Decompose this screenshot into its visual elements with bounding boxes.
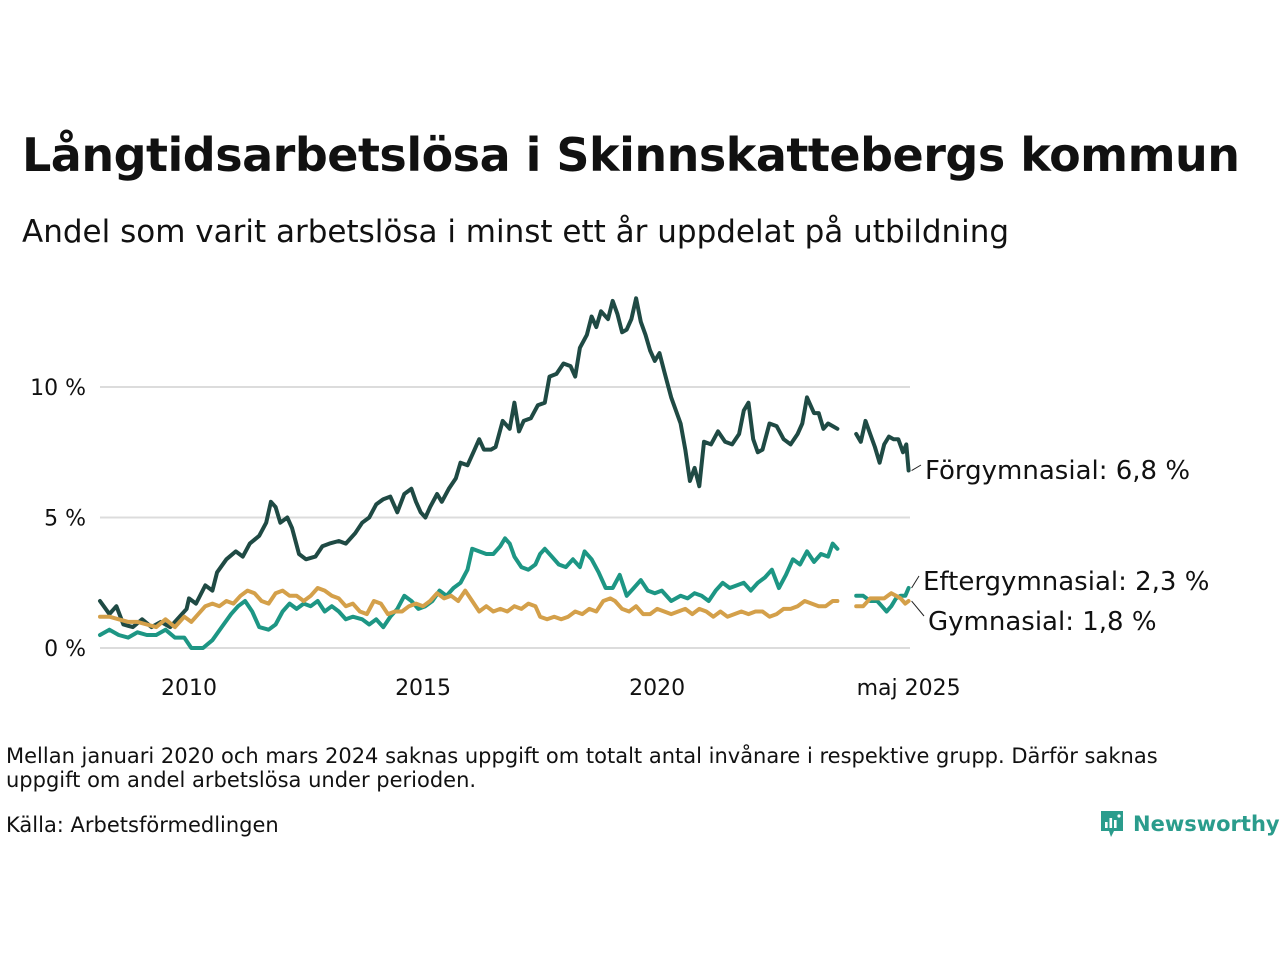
end-label-leader bbox=[911, 575, 920, 589]
series-end-label: Gymnasial: 1,8 % bbox=[928, 607, 1157, 637]
series-line-förgymnasial-0 bbox=[98, 296, 840, 630]
brand-name: Newsworthy bbox=[1133, 812, 1280, 836]
series-line-gymnasial-0 bbox=[98, 586, 840, 630]
x-tick-label: 2010 bbox=[161, 676, 217, 701]
brand-logo: Newsworthy bbox=[1099, 809, 1280, 839]
footnote: Mellan januari 2020 och mars 2024 saknas… bbox=[6, 744, 1158, 792]
y-tick-label: 0 % bbox=[44, 637, 86, 662]
line-chart: 0 % 5 % 10 % 2010 2015 2020 maj 2025 Förgymna… bbox=[30, 296, 1209, 701]
series-line-eftergymnasial-0 bbox=[98, 536, 840, 650]
series-end-labels: Förgymnasial: 6,8 % Eftergymnasial: 2,3 %… bbox=[911, 456, 1209, 637]
series-lines bbox=[98, 296, 911, 650]
end-label-leader bbox=[911, 464, 922, 471]
series-end-label: Eftergymnasial: 2,3 % bbox=[923, 567, 1209, 597]
x-axis-tick-labels: 2010 2015 2020 maj 2025 bbox=[161, 676, 961, 701]
series-end-label: Förgymnasial: 6,8 % bbox=[925, 456, 1190, 486]
y-axis-tick-labels: 0 % 5 % 10 % bbox=[30, 376, 86, 662]
x-tick-label: 2020 bbox=[629, 676, 685, 701]
x-tick-label: 2015 bbox=[395, 676, 451, 701]
newsworthy-logo-icon bbox=[1101, 811, 1123, 837]
y-tick-label: 5 % bbox=[44, 507, 86, 532]
end-label-leader bbox=[911, 600, 925, 617]
chart-subtitle: Andel som varit arbetslösa i minst ett å… bbox=[22, 214, 1010, 250]
series-line-förgymnasial-1 bbox=[854, 418, 911, 473]
source-credit: Källa: Arbetsförmedlingen bbox=[6, 813, 279, 837]
gridlines bbox=[100, 386, 910, 649]
chart-title: Långtidsarbetslösa i Skinnskattebergs ko… bbox=[22, 128, 1240, 182]
x-tick-label: maj 2025 bbox=[857, 676, 961, 701]
y-tick-label: 10 % bbox=[30, 376, 86, 401]
series-line-gymnasial-1 bbox=[854, 591, 911, 609]
